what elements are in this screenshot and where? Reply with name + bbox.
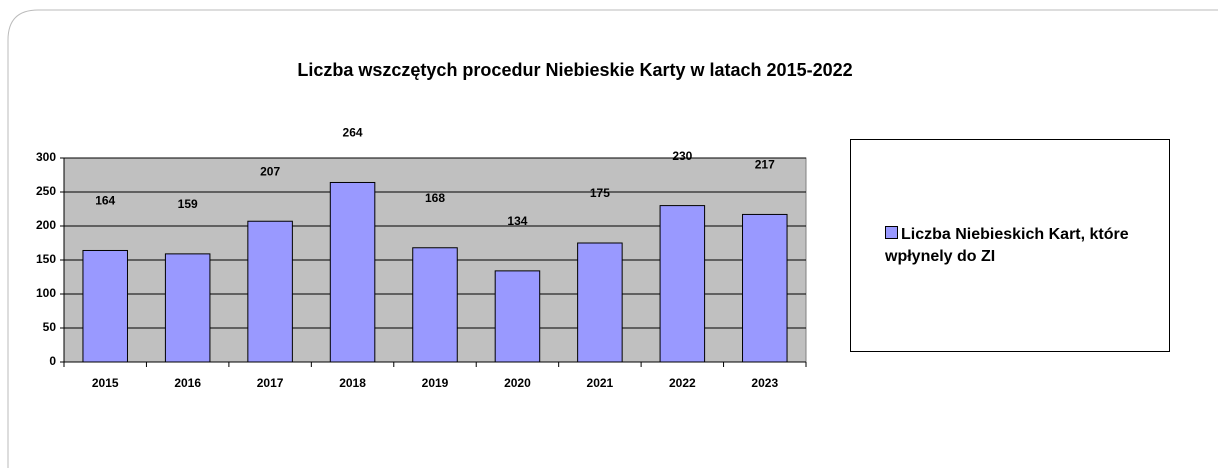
y-tick-label: 300 <box>36 150 56 164</box>
y-tick-label: 50 <box>43 320 57 334</box>
x-tick-label: 2023 <box>751 376 778 390</box>
x-tick-label: 2019 <box>422 376 449 390</box>
data-label: 230 <box>672 149 692 163</box>
data-label: 264 <box>343 126 363 140</box>
data-label: 159 <box>178 197 198 211</box>
x-tick-label: 2020 <box>504 376 531 390</box>
data-label: 217 <box>755 158 775 172</box>
bar <box>659 205 706 363</box>
legend-item: Liczba Niebieskich Kart, które wpłynely … <box>885 224 1155 268</box>
bar <box>164 253 211 363</box>
bar <box>247 220 293 363</box>
bar <box>82 249 128 363</box>
x-tick-label: 2018 <box>339 376 366 390</box>
bar <box>742 213 788 363</box>
x-tick-label: 2016 <box>174 376 201 390</box>
x-tick-label: 2022 <box>669 376 696 390</box>
frame <box>7 9 1218 468</box>
legend-key <box>885 226 898 239</box>
y-tick-label: 100 <box>36 286 56 300</box>
data-label: 207 <box>260 164 280 178</box>
y-tick-label: 150 <box>36 252 56 266</box>
bar <box>577 242 623 363</box>
x-tick-label: 2015 <box>92 376 119 390</box>
x-tick-label: 2017 <box>257 376 284 390</box>
data-label: 175 <box>590 186 610 200</box>
y-tick-label: 200 <box>36 218 56 232</box>
legend-label: Liczba Niebieskich Kart, które wpłynely … <box>885 226 1129 265</box>
y-tick-label: 0 <box>49 354 56 368</box>
legend: Liczba Niebieskich Kart, które wpłynely … <box>850 139 1170 352</box>
bar <box>494 270 541 363</box>
chart-title: Liczba wszczętych procedur Niebieskie Ka… <box>297 60 852 80</box>
data-label: 168 <box>425 191 445 205</box>
bar <box>412 247 458 363</box>
x-tick-label: 2021 <box>587 376 614 390</box>
bar <box>329 181 376 363</box>
data-label: 134 <box>507 214 527 228</box>
data-label: 164 <box>95 194 115 208</box>
y-tick-label: 250 <box>36 184 56 198</box>
